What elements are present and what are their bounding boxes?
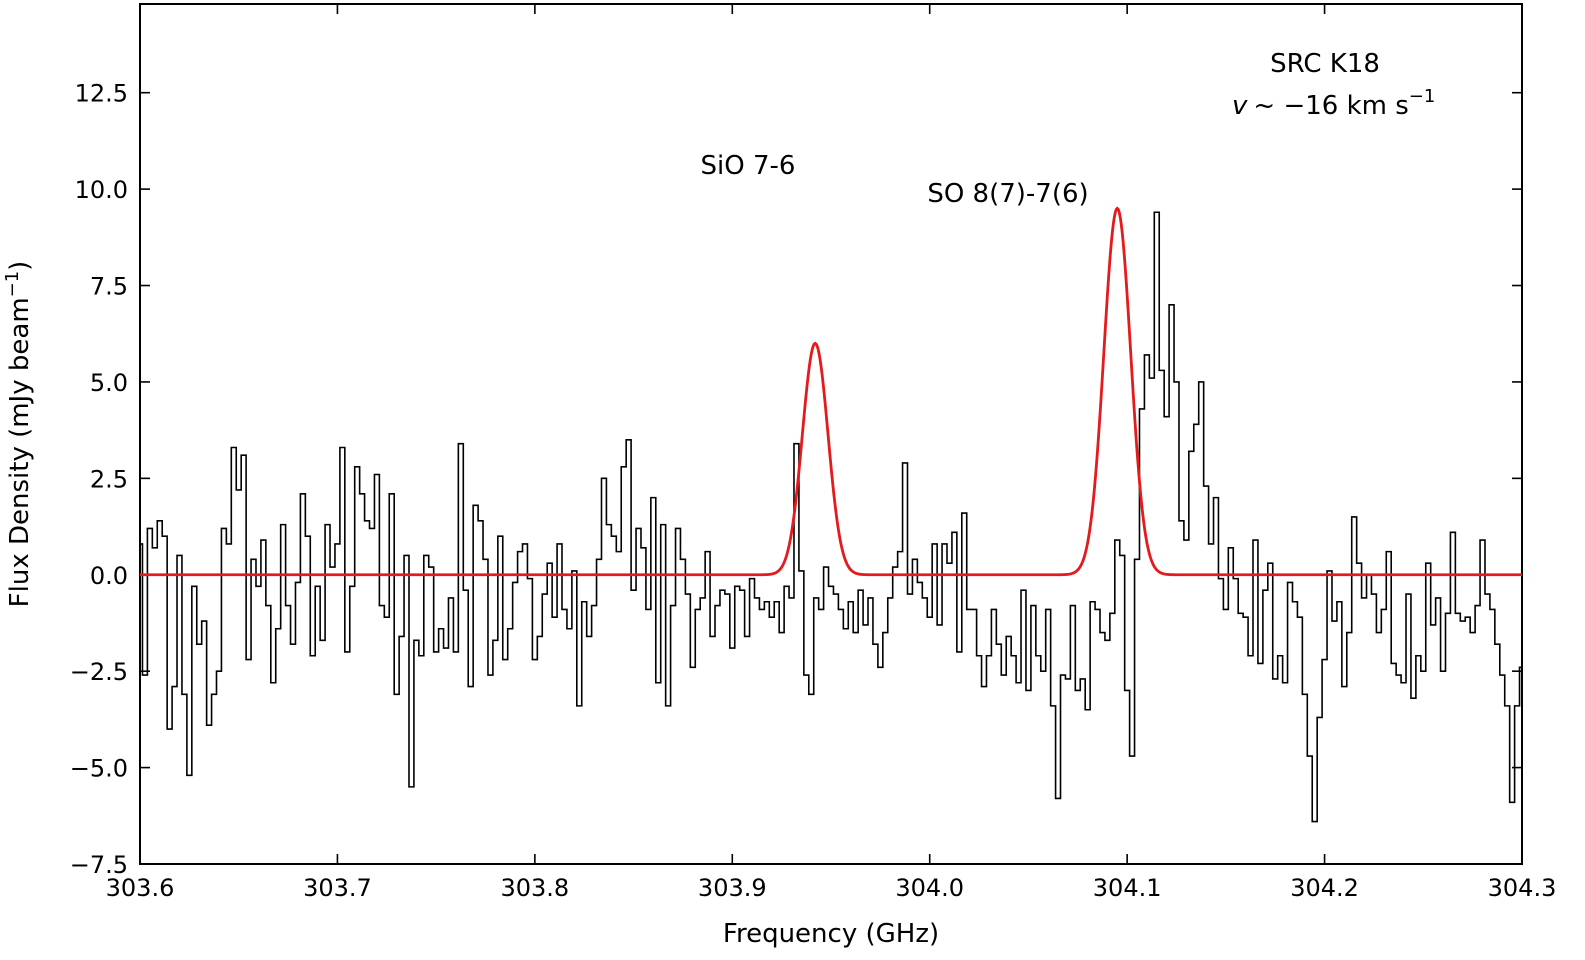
- x-tick-label: 303.7: [303, 874, 372, 902]
- y-tick-label: 2.5: [90, 465, 128, 493]
- observed-spectrum-series: [140, 57, 1523, 823]
- annotation-velocity-text: ~ −16 km s: [1253, 91, 1408, 121]
- annotation-source: SRC K18: [1270, 49, 1380, 79]
- x-tick-label: 303.8: [500, 874, 569, 902]
- x-tick-label: 304.0: [895, 874, 964, 902]
- plot-area-frame: [139, 3, 1523, 865]
- y-tick-label: 7.5: [90, 273, 128, 301]
- y-tick-label: 0.0: [90, 562, 128, 590]
- y-tick-label: 12.5: [75, 80, 128, 108]
- y-axis-ticks: −7.5 −5.0 −2.5 0.0 2.5 5.0 7.5 10.0 12.5: [70, 80, 1522, 879]
- x-axis-title: Frequency (GHz): [723, 919, 939, 949]
- annotation-sio-line: SiO 7-6: [701, 151, 796, 181]
- y-tick-label: −5.0: [70, 755, 128, 783]
- y-tick-label: 5.0: [90, 369, 128, 397]
- y-tick-label: −7.5: [70, 851, 128, 879]
- y-axis-title-close: ): [5, 261, 35, 271]
- gaussian-fit-series: [140, 206, 1522, 577]
- annotation-so-line: SO 8(7)-7(6): [927, 179, 1088, 209]
- x-tick-label: 303.9: [698, 874, 767, 902]
- y-axis-title-main: Flux Density (mJy beam: [5, 297, 35, 607]
- x-axis-ticks: 303.6 303.7 303.8 303.9 304.0 304.1 304.2 304.3: [106, 4, 1557, 902]
- annotation-velocity-sup: −1: [1409, 86, 1436, 107]
- x-tick-label: 304.2: [1290, 874, 1359, 902]
- x-tick-label: 304.3: [1488, 874, 1557, 902]
- y-tick-label: −2.5: [70, 658, 128, 686]
- annotation-velocity: v ~ −16 km s−1: [1232, 86, 1435, 121]
- annotation-velocity-v: v: [1232, 91, 1248, 121]
- y-tick-label: 10.0: [75, 176, 128, 204]
- y-axis-title: Flux Density (mJy beam−1): [2, 261, 35, 608]
- x-tick-label: 303.6: [106, 874, 175, 902]
- x-tick-label: 304.1: [1093, 874, 1162, 902]
- y-axis-title-sup: −1: [2, 271, 23, 298]
